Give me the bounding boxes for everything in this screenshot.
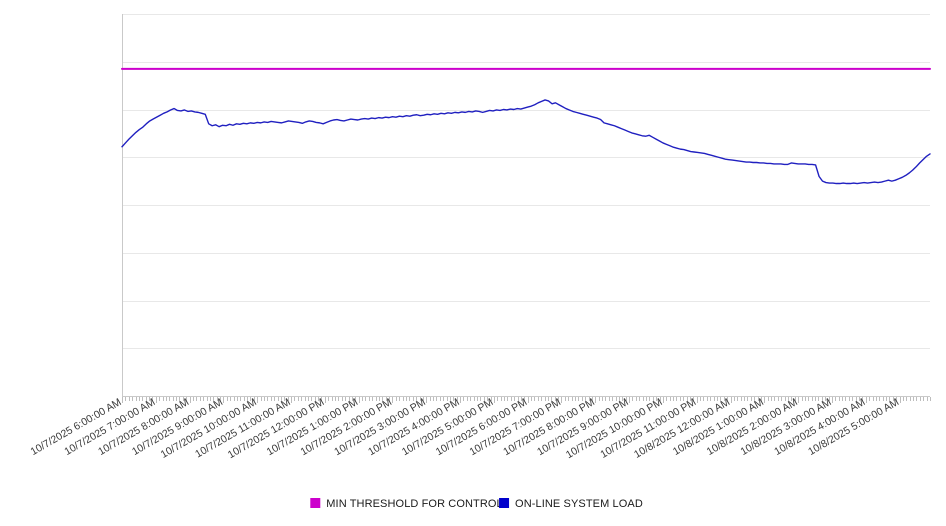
- load-series-line: [121, 99, 931, 185]
- x-axis-minor-ticks: [122, 397, 931, 403]
- legend-swatch: [310, 498, 321, 508]
- chart-legend: MIN THRESHOLD FOR CONTROL ON-LINE SYSTEM …: [310, 498, 643, 510]
- legend-swatch: [499, 498, 510, 508]
- gridlines: [122, 14, 930, 349]
- legend-label: MIN THRESHOLD FOR CONTROL: [326, 498, 502, 510]
- data-series: [121, 67, 931, 185]
- legend-label: ON-LINE SYSTEM LOAD: [515, 498, 643, 510]
